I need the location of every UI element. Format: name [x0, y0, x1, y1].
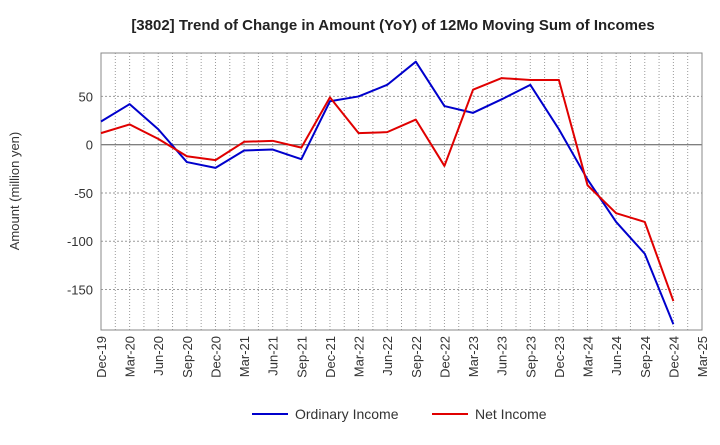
legend-label: Net Income [475, 406, 547, 422]
y-tick-label: -100 [67, 234, 93, 249]
x-tick-label: Sep-24 [638, 336, 653, 378]
x-tick-label: Dec-20 [208, 336, 223, 378]
x-tick-label: Mar-21 [237, 336, 252, 377]
legend: Ordinary Income Net Income [252, 406, 547, 422]
axes: 50 0 -50 -100 -150 Dec-19 Mar-20 Jun-20 Sep-20 De… [67, 52, 710, 378]
series-line-net-income [100, 77, 675, 302]
x-tick-label: Dec-19 [94, 336, 109, 378]
x-tick-label: Jun-20 [151, 336, 166, 376]
chart-title: [3802] Trend of Change in Amount (YoY) o… [131, 17, 654, 34]
x-tick-label: Jun-22 [380, 336, 395, 376]
x-tick-label: Mar-20 [123, 336, 138, 377]
x-tick-label: Dec-23 [552, 336, 567, 378]
plot-area-border [100, 52, 703, 331]
y-tick-label: -50 [74, 186, 93, 201]
gridlines [101, 53, 702, 330]
y-tick-label: 0 [86, 138, 93, 153]
y-axis-label: Amount (million yen) [7, 132, 22, 251]
x-tick-label: Mar-25 [695, 336, 710, 377]
legend-item: Ordinary Income [252, 406, 399, 422]
legend-label: Ordinary Income [295, 406, 399, 422]
series-lines [100, 60, 675, 325]
x-tick-label: Sep-22 [409, 336, 424, 378]
x-tick-label: Dec-22 [437, 336, 452, 378]
y-tick-label: 50 [79, 89, 93, 104]
legend-item: Net Income [432, 406, 547, 422]
x-tick-label: Mar-23 [466, 336, 481, 377]
x-tick-label: Jun-21 [266, 336, 281, 376]
x-tick-label: Sep-23 [523, 336, 538, 378]
x-tick-label: Mar-22 [352, 336, 367, 377]
series-line-ordinary-income [100, 60, 675, 325]
x-tick-label: Dec-21 [323, 336, 338, 378]
x-tick-label: Dec-24 [666, 336, 681, 378]
x-tick-label: Sep-20 [180, 336, 195, 378]
x-tick-label: Jun-23 [495, 336, 510, 376]
y-tick-label: -150 [67, 282, 93, 297]
x-tick-label: Jun-24 [609, 336, 624, 376]
x-tick-label: Mar-24 [581, 336, 596, 377]
x-tick-label: Sep-21 [294, 336, 309, 378]
